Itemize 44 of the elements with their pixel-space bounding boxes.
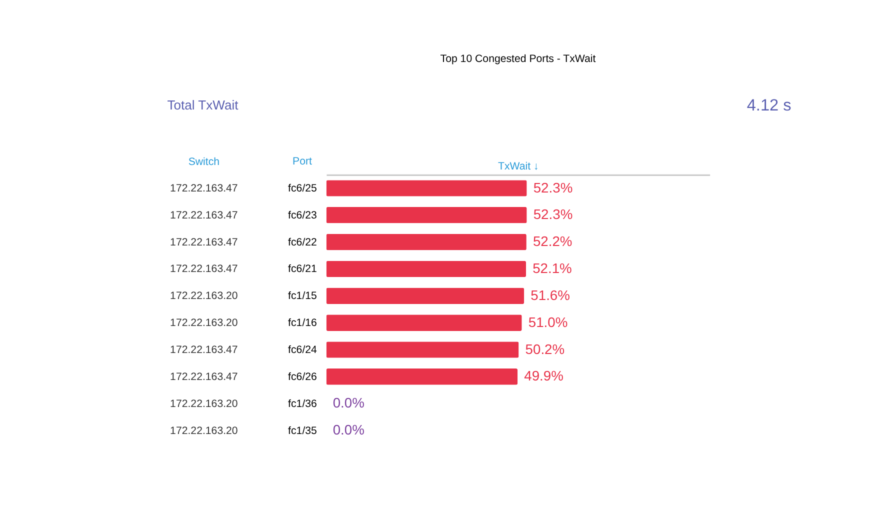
y-tick-label: fc6/26 bbox=[288, 370, 318, 383]
x-axis-title: TxWait ↓ bbox=[498, 160, 539, 172]
text: 172.22.163.47 bbox=[170, 344, 238, 356]
data-label: 51.6% bbox=[530, 286, 570, 303]
y-tick-label: fc6/25 bbox=[288, 182, 318, 194]
data-label: 51.0% bbox=[528, 314, 568, 330]
y-tick-label: fc1/15 bbox=[288, 290, 318, 302]
text: 172.22.163.47 bbox=[170, 209, 238, 222]
chart-title: Top 10 Congested Ports - TxWait bbox=[440, 53, 596, 66]
y-tick-label: fc6/22 bbox=[288, 236, 318, 248]
bar bbox=[326, 260, 526, 278]
bar bbox=[326, 288, 524, 304]
text: 172.22.163.20 bbox=[170, 290, 238, 302]
y-tick-label: fc1/16 bbox=[288, 317, 318, 330]
y-axis-title: Port bbox=[292, 156, 312, 168]
text: 172.22.163.20 bbox=[170, 398, 238, 410]
text: 172.22.163.20 bbox=[170, 424, 238, 437]
text: Switch bbox=[188, 156, 220, 168]
text: 4.12 s bbox=[746, 96, 792, 114]
data-label: 52.1% bbox=[532, 260, 572, 276]
text: 172.22.163.47 bbox=[170, 263, 238, 276]
text: 172.22.163.47 bbox=[170, 370, 238, 383]
data-label: 52.2% bbox=[532, 233, 572, 250]
bar bbox=[326, 314, 522, 331]
bar bbox=[326, 234, 526, 250]
bar bbox=[326, 368, 518, 385]
data-label: 49.9% bbox=[524, 368, 564, 384]
bar bbox=[326, 342, 519, 358]
bar bbox=[326, 206, 527, 224]
y-tick-label: fc1/35 bbox=[288, 424, 318, 437]
data-label: 50.2% bbox=[525, 340, 565, 357]
data-label: 0.0% bbox=[332, 422, 364, 438]
data-label: 52.3% bbox=[533, 206, 573, 222]
y-tick-label: fc1/36 bbox=[288, 398, 318, 410]
text: Total TxWait bbox=[167, 98, 239, 113]
text: 172.22.163.47 bbox=[170, 236, 238, 248]
y-tick-label: fc6/21 bbox=[288, 263, 318, 276]
data-label: 0.0% bbox=[332, 394, 364, 411]
text: 172.22.163.47 bbox=[170, 182, 238, 194]
text: 172.22.163.20 bbox=[170, 317, 238, 330]
data-label: 52.3% bbox=[533, 179, 573, 196]
y-tick-label: fc6/24 bbox=[288, 344, 318, 356]
bar bbox=[326, 180, 527, 196]
y-tick-label: fc6/23 bbox=[288, 209, 318, 222]
